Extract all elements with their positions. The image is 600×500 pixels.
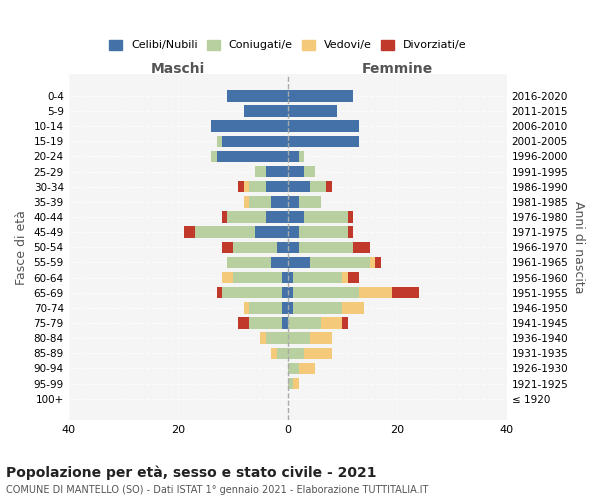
Bar <box>310 257 370 268</box>
Bar <box>287 318 320 328</box>
Bar <box>343 302 364 314</box>
Bar <box>376 257 381 268</box>
Bar <box>217 287 222 298</box>
Text: Popolazione per età, sesso e stato civile - 2021: Popolazione per età, sesso e stato civil… <box>6 465 377 479</box>
Bar <box>250 196 271 207</box>
Bar <box>310 181 326 192</box>
Bar <box>359 287 392 298</box>
Bar <box>287 212 304 222</box>
Bar <box>287 287 293 298</box>
Bar <box>310 332 331 344</box>
Bar <box>238 181 244 192</box>
Bar <box>287 302 293 314</box>
Bar <box>287 166 304 177</box>
Bar <box>287 378 293 390</box>
Legend: Celibi/Nubili, Coniugati/e, Vedovi/e, Divorziati/e: Celibi/Nubili, Coniugati/e, Vedovi/e, Di… <box>104 35 471 55</box>
Bar <box>293 272 343 283</box>
Bar <box>287 332 310 344</box>
Bar <box>255 166 266 177</box>
Text: COMUNE DI MANTELLO (SO) - Dati ISTAT 1° gennaio 2021 - Elaborazione TUTTITALIA.I: COMUNE DI MANTELLO (SO) - Dati ISTAT 1° … <box>6 485 428 495</box>
Bar <box>287 196 299 207</box>
Bar <box>250 181 266 192</box>
Bar <box>287 106 337 117</box>
Bar <box>222 287 282 298</box>
Bar <box>293 378 299 390</box>
Bar <box>287 90 353 102</box>
Bar <box>326 181 331 192</box>
Bar <box>250 318 282 328</box>
Bar <box>222 272 233 283</box>
Bar <box>266 166 287 177</box>
Bar <box>348 226 353 238</box>
Bar <box>244 196 250 207</box>
Bar <box>353 242 370 253</box>
Bar <box>293 287 359 298</box>
Bar <box>370 257 376 268</box>
Bar <box>227 212 266 222</box>
Bar <box>282 302 287 314</box>
Bar <box>299 226 348 238</box>
Bar <box>227 257 271 268</box>
Bar <box>266 212 287 222</box>
Bar <box>287 272 293 283</box>
Bar <box>287 181 310 192</box>
Bar <box>304 166 315 177</box>
Bar <box>238 318 250 328</box>
Bar <box>217 151 287 162</box>
Bar <box>271 348 277 359</box>
Text: Femmine: Femmine <box>362 62 433 76</box>
Bar <box>282 318 287 328</box>
Bar <box>287 226 299 238</box>
Bar <box>287 348 304 359</box>
Text: Maschi: Maschi <box>151 62 205 76</box>
Y-axis label: Anni di nascita: Anni di nascita <box>572 201 585 294</box>
Bar <box>211 151 217 162</box>
Bar <box>227 90 287 102</box>
Bar <box>255 226 287 238</box>
Bar <box>299 151 304 162</box>
Bar <box>222 212 227 222</box>
Bar <box>320 318 343 328</box>
Bar <box>211 120 287 132</box>
Bar <box>287 120 359 132</box>
Bar <box>348 272 359 283</box>
Bar <box>266 181 287 192</box>
Bar <box>266 332 287 344</box>
Bar <box>282 272 287 283</box>
Bar <box>343 318 348 328</box>
Bar <box>287 242 299 253</box>
Bar <box>299 242 353 253</box>
Bar <box>299 196 320 207</box>
Bar <box>217 136 222 147</box>
Bar <box>282 287 287 298</box>
Bar <box>244 106 287 117</box>
Bar <box>277 348 287 359</box>
Bar <box>287 136 359 147</box>
Bar <box>271 257 287 268</box>
Bar <box>299 363 315 374</box>
Bar <box>233 272 282 283</box>
Bar <box>222 242 233 253</box>
Bar <box>233 242 277 253</box>
Bar <box>287 151 299 162</box>
Bar <box>304 348 331 359</box>
Bar <box>343 272 348 283</box>
Bar <box>244 181 250 192</box>
Bar <box>250 302 282 314</box>
Bar <box>244 302 250 314</box>
Bar <box>260 332 266 344</box>
Bar <box>304 212 348 222</box>
Bar <box>222 136 287 147</box>
Bar <box>348 212 353 222</box>
Bar <box>293 302 343 314</box>
Y-axis label: Fasce di età: Fasce di età <box>15 210 28 285</box>
Bar <box>194 226 255 238</box>
Bar <box>287 257 310 268</box>
Bar <box>277 242 287 253</box>
Bar <box>271 196 287 207</box>
Bar <box>184 226 194 238</box>
Bar <box>392 287 419 298</box>
Bar <box>287 363 299 374</box>
